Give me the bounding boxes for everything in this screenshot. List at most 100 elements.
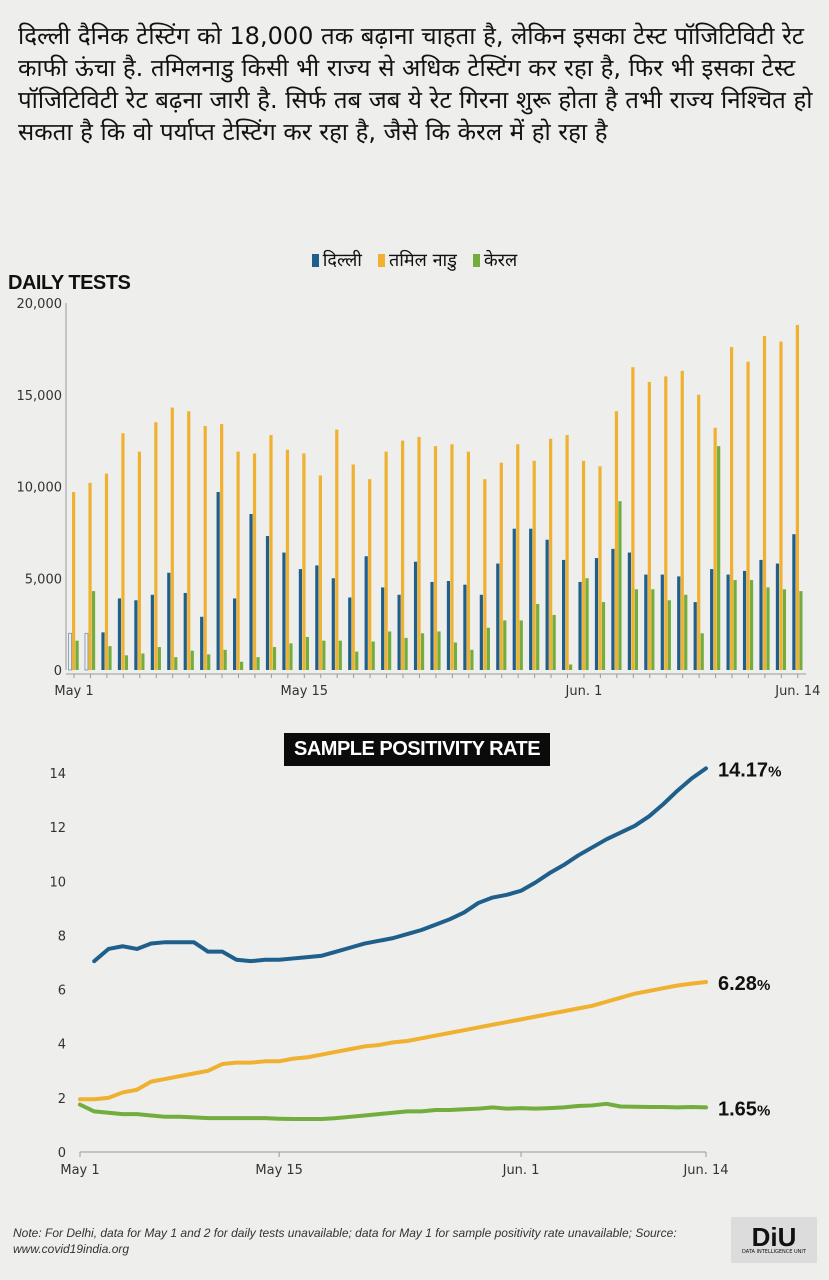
bar xyxy=(496,563,500,670)
bar xyxy=(437,631,441,670)
legend-swatch xyxy=(311,253,319,267)
bar xyxy=(72,492,76,670)
bar xyxy=(121,433,125,670)
end-value-unit: % xyxy=(768,763,781,780)
bar xyxy=(207,654,211,670)
bar xyxy=(799,591,803,670)
bar xyxy=(75,640,79,670)
bar xyxy=(766,587,770,670)
bar xyxy=(503,620,507,670)
bar xyxy=(368,479,372,670)
bar xyxy=(644,574,648,670)
bar xyxy=(470,649,474,670)
bar xyxy=(371,641,375,670)
bar xyxy=(549,438,553,670)
bar xyxy=(220,424,224,670)
y-tick-label: 10,000 xyxy=(17,481,63,496)
bar xyxy=(240,661,244,670)
x-tick-label: Jun. 1 xyxy=(565,684,603,699)
bar xyxy=(183,592,187,670)
bar xyxy=(483,479,487,670)
end-value: 14.17 xyxy=(718,760,768,781)
bar xyxy=(552,614,556,670)
bar xyxy=(124,655,129,670)
bar xyxy=(302,453,306,670)
bar xyxy=(578,581,582,670)
bar xyxy=(479,594,483,670)
bar xyxy=(466,451,470,670)
bar xyxy=(585,578,589,670)
bar xyxy=(298,569,302,670)
bar xyxy=(565,435,569,670)
legend-swatch xyxy=(377,253,385,267)
bar xyxy=(516,444,520,670)
bar xyxy=(269,435,273,670)
legend-item-kerala: केरल xyxy=(472,248,517,272)
bar xyxy=(174,657,178,670)
bar xyxy=(782,589,787,670)
bar xyxy=(200,616,204,670)
bar xyxy=(388,631,392,670)
bar xyxy=(364,556,368,670)
bar xyxy=(762,336,767,670)
series-line xyxy=(92,766,708,964)
bar xyxy=(499,462,503,670)
end-value-unit: % xyxy=(757,1102,770,1119)
y-tick-label: 2 xyxy=(58,1092,66,1107)
x-tick-label: Jun. 14 xyxy=(682,1163,728,1178)
logo-text: DiU xyxy=(751,1222,797,1252)
y-tick-label: 6 xyxy=(58,984,66,999)
positivity-rate-chart: 0 2 4 6 8 10 12 14 May 1 May 15 Jun. 1 Jun. 14 14.17… xyxy=(49,760,781,1178)
bar xyxy=(289,643,293,670)
bar xyxy=(430,581,434,670)
bar xyxy=(154,422,158,670)
x-tick-label: May 15 xyxy=(281,684,329,699)
bar xyxy=(150,594,154,670)
bar xyxy=(486,627,490,670)
bar xyxy=(463,584,467,670)
bar-unavailable xyxy=(84,632,89,671)
legend: दिल्ली तमिल नाडु केरल xyxy=(0,248,829,272)
bar xyxy=(285,449,290,670)
bar xyxy=(562,559,566,670)
bar xyxy=(529,528,533,670)
series-line xyxy=(78,979,708,1102)
diu-logo: DiU DATA INTELLIGENCE UNIT xyxy=(731,1217,817,1263)
headline: दिल्ली दैनिक टेस्टिंग को 18,000 तक बढ़ान… xyxy=(18,22,813,146)
y-tick-label: 0 xyxy=(58,1146,66,1161)
bar xyxy=(404,637,408,670)
series-line xyxy=(78,1101,708,1121)
bar xyxy=(611,548,615,670)
y-tick-label: 5,000 xyxy=(25,572,62,587)
y-tick-label: 14 xyxy=(49,767,66,782)
bar xyxy=(433,446,438,670)
bar xyxy=(795,325,799,670)
bar xyxy=(318,475,322,670)
bar xyxy=(272,647,277,670)
bar xyxy=(536,603,540,670)
bar xyxy=(167,572,171,670)
x-tick-label: Jun. 14 xyxy=(774,684,820,699)
bar xyxy=(223,649,227,670)
end-value: 1.65 xyxy=(718,1098,757,1120)
bar xyxy=(134,600,138,670)
legend-label: तमिल नाडु xyxy=(388,250,457,271)
y-tick-label: 0 xyxy=(54,664,62,679)
end-value-label: 1.65% xyxy=(718,1098,770,1120)
bar xyxy=(417,436,421,670)
bar xyxy=(88,482,92,670)
x-tick-label: May 1 xyxy=(60,1163,99,1178)
bar xyxy=(348,597,352,670)
bar xyxy=(601,602,606,670)
bar xyxy=(117,598,122,670)
bar xyxy=(697,394,701,670)
bar xyxy=(677,576,681,670)
bar xyxy=(651,589,655,670)
footnote: Note: For Delhi, data for May 1 and 2 fo… xyxy=(13,1226,677,1256)
legend-label: दिल्ली xyxy=(322,250,362,271)
legend-item-delhi: दिल्ली xyxy=(311,248,362,272)
bar xyxy=(355,651,359,670)
bar xyxy=(618,501,622,670)
bar xyxy=(693,602,697,670)
bar xyxy=(397,594,401,670)
